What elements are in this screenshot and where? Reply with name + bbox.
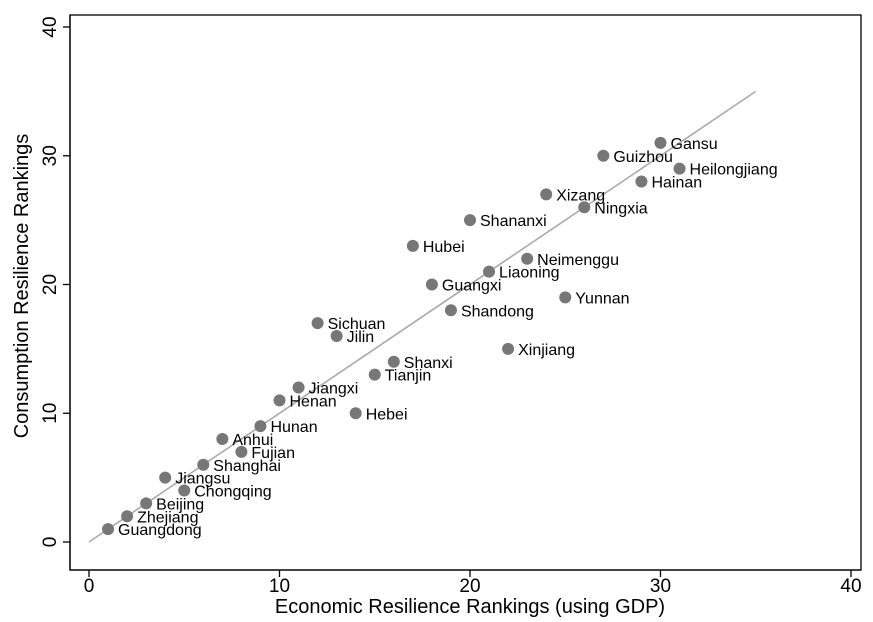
x-axis-ticks: 0 10 20 30 40 — [84, 570, 862, 597]
data-point — [483, 265, 496, 278]
data-point — [216, 433, 229, 445]
data-point — [121, 510, 134, 523]
point-label: Ningxia — [594, 200, 647, 217]
x-tick-label: 40 — [840, 576, 861, 597]
data-point — [444, 304, 457, 317]
point-label: Gansu — [671, 136, 718, 153]
data-point — [635, 175, 648, 188]
data-point — [178, 484, 191, 497]
point-label: Shanghai — [213, 458, 281, 475]
y-axis-title: Consumption Resilience Rankings — [11, 134, 33, 439]
y-tick-label: 0 — [40, 537, 61, 548]
point-label: Beijing — [156, 496, 204, 513]
data-point — [654, 136, 667, 149]
y-tick-label: 40 — [40, 16, 61, 37]
point-label: Guizhou — [613, 149, 673, 166]
point-label: Guangxi — [442, 278, 502, 295]
point-label: Neimenggu — [537, 252, 619, 269]
point-label: Hebei — [366, 406, 408, 423]
data-point — [387, 355, 400, 368]
data-point — [406, 239, 419, 252]
data-point — [330, 330, 343, 342]
point-label: Jiangsu — [175, 471, 230, 488]
point-label: Anhui — [232, 432, 273, 449]
point-label: Sichuan — [328, 316, 386, 333]
point-label: Tianjin — [385, 368, 432, 385]
data-point — [559, 291, 572, 304]
point-label: Henan — [290, 393, 337, 410]
point-label: Zhejiang — [137, 509, 198, 526]
point-label: Hubei — [423, 239, 465, 256]
point-label: Hainan — [651, 175, 702, 192]
data-point — [502, 342, 515, 355]
data-point — [349, 407, 362, 420]
x-axis-title: Economic Resilience Rankings (using GDP) — [275, 596, 665, 618]
data-point — [292, 381, 305, 394]
y-tick-label: 20 — [40, 274, 61, 295]
y-tick-label: 30 — [40, 145, 61, 166]
data-point — [368, 368, 381, 381]
y-axis-ticks: 0 10 20 30 40 — [40, 16, 70, 547]
data-point — [273, 394, 286, 407]
point-label: Fujian — [251, 445, 295, 462]
data-point — [673, 162, 686, 175]
x-tick-label: 30 — [650, 576, 671, 597]
data-point — [159, 471, 172, 484]
point-label: Xizang — [556, 187, 605, 204]
data-point — [254, 420, 267, 433]
point-label: Hunan — [270, 419, 317, 436]
data-point — [464, 214, 476, 227]
point-label: Shandong — [461, 303, 534, 320]
point-label: Jiangxi — [309, 381, 359, 398]
point-label: Yunnan — [575, 290, 629, 307]
data-point — [235, 445, 248, 458]
point-label: Liaoning — [499, 265, 560, 282]
point-label: Chongqing — [194, 484, 271, 501]
x-tick-label: 20 — [459, 576, 480, 597]
y-tick-label: 10 — [40, 403, 61, 424]
data-point — [102, 523, 115, 536]
point-label: Jilin — [347, 329, 375, 346]
data-point — [578, 201, 591, 214]
point-label: Xinjiang — [518, 342, 575, 359]
point-label: Shananxi — [480, 213, 547, 230]
data-point — [140, 497, 153, 510]
data-point — [425, 278, 438, 291]
point-label: Shanxi — [404, 355, 453, 372]
data-point — [521, 252, 534, 265]
point-label: Guangdong — [118, 522, 202, 539]
data-point — [540, 188, 553, 201]
data-point — [311, 317, 324, 330]
data-point — [197, 458, 210, 471]
point-label: Heilongjiang — [690, 162, 778, 179]
x-tick-label: 10 — [269, 576, 290, 597]
x-tick-label: 0 — [84, 576, 95, 597]
data-point — [597, 149, 610, 162]
